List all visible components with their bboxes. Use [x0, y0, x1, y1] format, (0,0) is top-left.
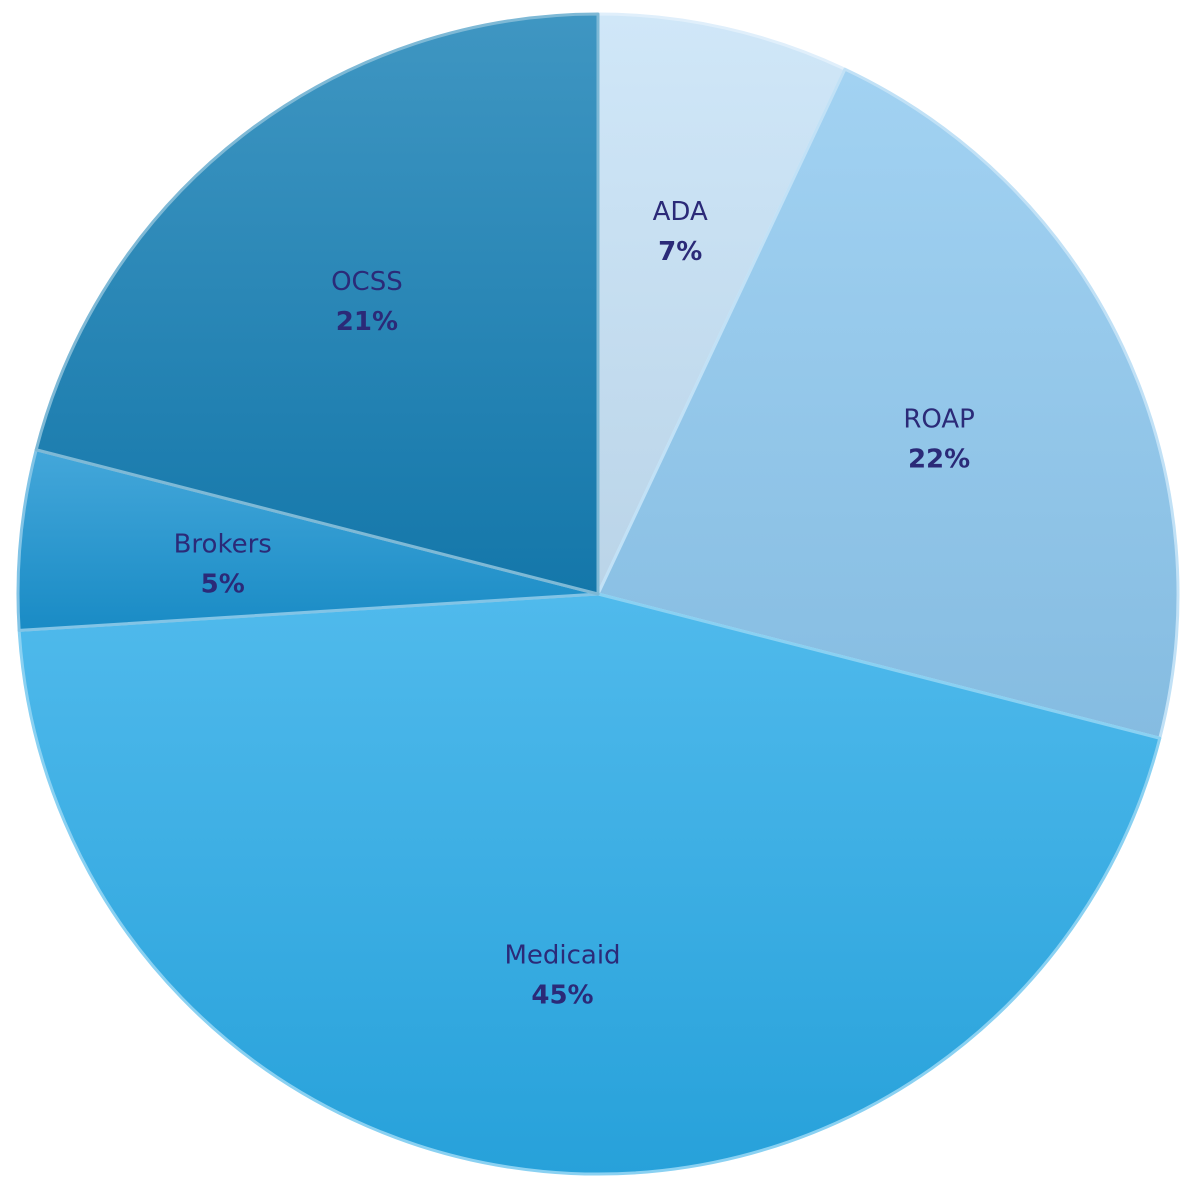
- slice-label-ocss: OCSS: [331, 267, 403, 297]
- slice-value-ocss: 21%: [336, 307, 398, 337]
- slice-value-medicaid: 45%: [531, 980, 593, 1010]
- pie-slice-ada: [596, 12, 847, 596]
- pie-slice-brokers: [16, 448, 600, 632]
- pie-slice-medicaid: [17, 592, 1162, 1176]
- pie-slice-ocss: [34, 12, 600, 596]
- slice-label-ada: ADA: [653, 197, 708, 227]
- slice-value-brokers: 5%: [201, 570, 245, 600]
- slice-value-ada: 7%: [658, 237, 702, 267]
- pie-slice-roap: [596, 67, 1180, 740]
- labels-layer: ADA 7% ROAP 22% Medicaid 45% Brokers 5% OCSS 21%: [174, 197, 975, 1010]
- slice-value-roap: 22%: [908, 445, 970, 475]
- slice-label-medicaid: Medicaid: [504, 940, 620, 970]
- slice-label-brokers: Brokers: [174, 530, 272, 560]
- slices-layer: [16, 12, 1180, 1176]
- slice-label-roap: ROAP: [903, 405, 975, 435]
